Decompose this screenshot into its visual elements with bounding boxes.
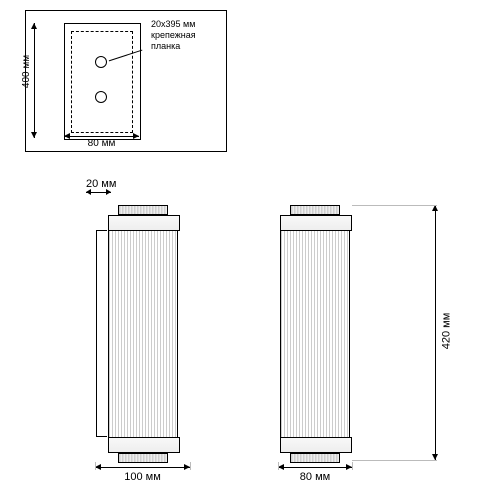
tick <box>352 462 353 470</box>
top-cap <box>118 205 168 215</box>
fixture-front-view <box>280 205 350 460</box>
width-dimension: 80 мм <box>64 136 139 150</box>
bottom-cap <box>118 453 168 463</box>
tube-body <box>108 231 178 437</box>
wall-bracket <box>96 230 107 437</box>
front-base-dimension: 80 мм <box>278 467 352 483</box>
side-base-dimension: 100 мм <box>95 467 190 483</box>
tube-body <box>280 231 350 437</box>
tick <box>95 462 96 470</box>
mounting-plate-dashed <box>71 31 133 133</box>
bottom-collar <box>280 437 352 453</box>
fixture-side-view <box>108 205 178 460</box>
height-dimension <box>34 23 35 138</box>
tick <box>278 462 279 470</box>
tick <box>190 462 191 470</box>
top-cap <box>290 205 340 215</box>
width-label: 80 мм <box>64 138 139 149</box>
ext-line <box>352 205 437 206</box>
front-base-label: 80 мм <box>278 471 352 483</box>
ext-line <box>352 460 437 461</box>
plate-annotation: 20x395 мм крепежная планка <box>151 19 196 51</box>
side-base-label: 100 мм <box>95 471 190 483</box>
fixture-height-label: 420 мм <box>441 313 453 350</box>
bottom-collar <box>108 437 180 453</box>
fixture-height-dimension <box>435 205 436 460</box>
bottom-cap <box>290 453 340 463</box>
mounting-hole <box>95 56 107 68</box>
depth-dimension: 20 мм <box>86 178 116 193</box>
mounting-hole <box>95 91 107 103</box>
top-collar <box>280 215 352 231</box>
mounting-plate-diagram: 400 мм 80 мм 20x395 мм крепежная планка <box>25 10 227 152</box>
top-collar <box>108 215 180 231</box>
height-label: 400 мм <box>21 55 32 88</box>
